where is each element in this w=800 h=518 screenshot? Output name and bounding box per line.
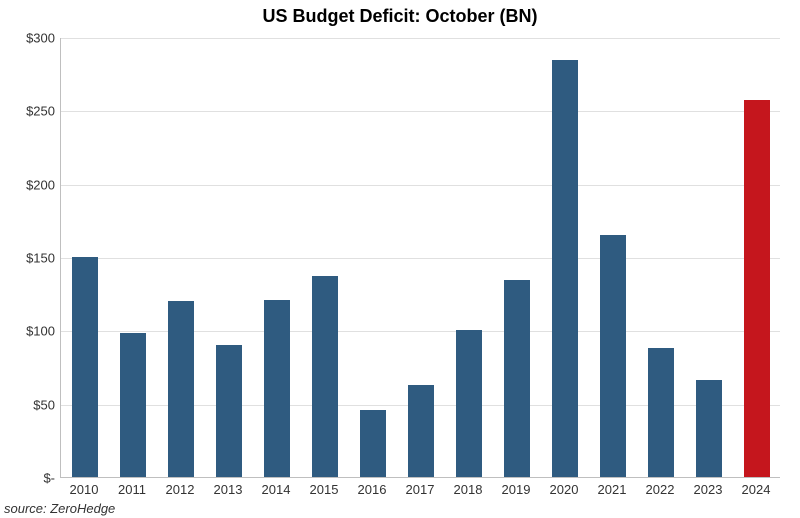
y-axis-label: $50 [5,397,55,412]
grid-line [61,185,780,186]
bar [312,276,338,477]
bar [72,257,98,477]
bar [456,330,482,477]
x-axis-label: 2022 [646,482,675,497]
x-axis-label: 2013 [214,482,243,497]
bar [600,235,626,477]
grid-line [61,111,780,112]
chart-container: US Budget Deficit: October (BN) source: … [0,0,800,518]
x-axis-label: 2023 [694,482,723,497]
bar [264,300,290,477]
x-axis-label: 2017 [406,482,435,497]
y-axis-label: $150 [5,251,55,266]
x-axis-label: 2018 [454,482,483,497]
bar [504,280,530,477]
bar [408,385,434,477]
bar [168,301,194,477]
x-axis-label: 2015 [310,482,339,497]
y-axis-label: $200 [5,177,55,192]
x-axis-label: 2011 [118,482,146,497]
x-axis-label: 2016 [358,482,387,497]
x-axis-label: 2024 [742,482,771,497]
bar [120,333,146,477]
bar [552,60,578,477]
y-axis-label: $- [5,471,55,486]
x-axis-label: 2021 [598,482,627,497]
y-axis-label: $300 [5,31,55,46]
x-axis-label: 2010 [70,482,99,497]
bar [216,345,242,477]
grid-line [61,258,780,259]
grid-line [61,38,780,39]
bar [744,100,770,477]
x-axis-label: 2020 [550,482,579,497]
x-axis-label: 2019 [502,482,531,497]
x-axis-label: 2012 [166,482,195,497]
y-axis-label: $250 [5,104,55,119]
chart-title: US Budget Deficit: October (BN) [0,6,800,27]
y-axis-label: $100 [5,324,55,339]
bar [696,380,722,477]
plot-area [60,38,780,478]
bar [648,348,674,477]
bar [360,410,386,477]
chart-source: source: ZeroHedge [4,501,115,516]
x-axis-label: 2014 [262,482,291,497]
